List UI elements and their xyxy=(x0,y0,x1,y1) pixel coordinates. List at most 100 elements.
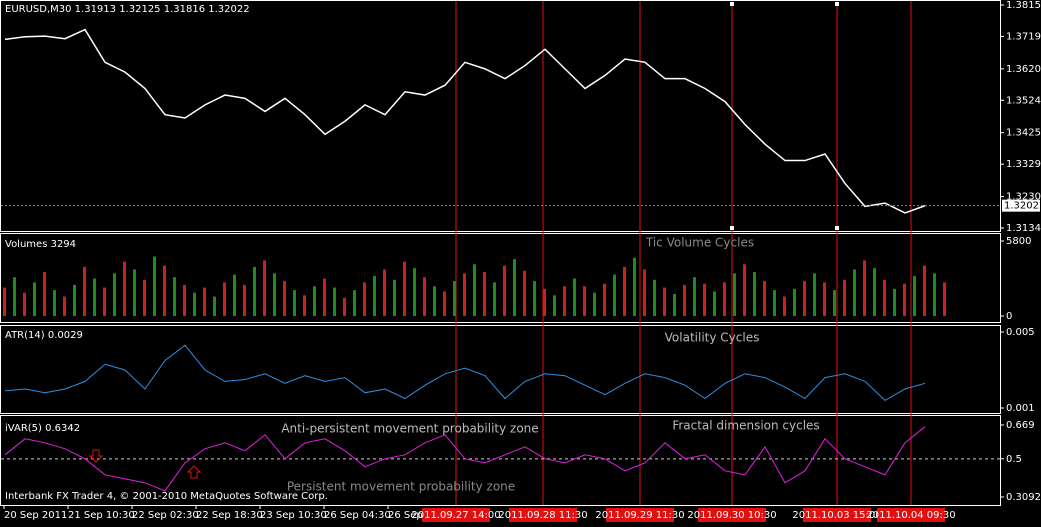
volume-bar xyxy=(473,264,476,316)
y-tick-label: 1.38150 xyxy=(1006,0,1041,11)
volume-bar xyxy=(743,264,746,316)
volume-bar xyxy=(813,273,816,316)
series-line xyxy=(4,344,926,402)
volume-bar xyxy=(123,261,126,316)
arrow-down xyxy=(88,449,104,463)
series-line xyxy=(4,426,926,492)
volume-bar xyxy=(363,282,366,316)
volume-bar xyxy=(103,287,106,316)
volume-bar xyxy=(763,281,766,316)
volume-bar xyxy=(843,279,846,316)
volume-bar xyxy=(333,287,336,316)
marker-label-bg xyxy=(422,508,490,522)
y-tick-label: 5800 xyxy=(1006,236,1031,247)
volume-bar xyxy=(293,290,296,316)
volume-bar xyxy=(553,295,556,316)
volume-bar xyxy=(413,268,416,316)
volume-bar xyxy=(683,284,686,316)
y-tick-label: 0 xyxy=(1006,311,1012,322)
volume-bar xyxy=(923,265,926,316)
volume-bar xyxy=(583,286,586,316)
y-tick-label: 1.32300 xyxy=(1006,192,1041,203)
y-tick-label: 0.669 xyxy=(1006,420,1035,431)
x-tick-label: 20 Sep 2011 xyxy=(4,510,67,521)
y-tick-label: 1.34250 xyxy=(1006,128,1041,139)
volume-bar xyxy=(433,286,436,316)
volume-bar xyxy=(793,288,796,316)
volume-bar xyxy=(193,292,196,316)
volume-bar xyxy=(73,284,76,316)
arrow-up xyxy=(186,465,202,479)
volume-bar xyxy=(873,268,876,316)
pane-borders xyxy=(0,0,1001,506)
x-tick-label: 26 Sep xyxy=(388,510,423,521)
volume-bar xyxy=(893,288,896,316)
volume-bar xyxy=(563,286,566,316)
current-price-label: 1.32022 xyxy=(1004,201,1041,212)
annotation: Tic Volume Cycles xyxy=(645,236,754,250)
volume-bar xyxy=(273,273,276,316)
annotation: Anti-persistent movement probability zon… xyxy=(281,422,538,436)
volume-bar xyxy=(883,279,886,316)
volume-bar xyxy=(693,277,696,316)
volume-bar xyxy=(33,282,36,316)
volume-bar xyxy=(43,272,46,316)
x-tick-label: 21 Sep 10:30 xyxy=(68,510,135,521)
volume-bar xyxy=(153,256,156,316)
volume-bar xyxy=(723,282,726,316)
y-tick-label: 0.5 xyxy=(1006,454,1022,465)
marker-label-bg xyxy=(606,508,674,522)
series-line xyxy=(4,28,926,214)
volume-bar xyxy=(463,273,466,316)
volume-bar xyxy=(703,283,706,316)
volume-bar xyxy=(823,282,826,316)
marker-label-bg xyxy=(803,508,871,522)
volume-bar xyxy=(373,275,376,316)
marker-label-bg xyxy=(698,508,766,522)
marker-handle xyxy=(730,2,734,6)
volume-bar xyxy=(393,279,396,316)
volume-bar xyxy=(263,260,266,316)
volume-bar xyxy=(863,260,866,316)
volume-bar xyxy=(513,259,516,316)
volume-bar xyxy=(183,284,186,316)
volume-bar xyxy=(663,287,666,316)
volume-bar xyxy=(203,287,206,316)
volume-bar xyxy=(3,287,6,316)
volume-bar xyxy=(453,281,456,316)
volume-bar xyxy=(163,265,166,316)
marker-label: 2011.10.03 15:00 xyxy=(792,510,881,521)
volume-bar xyxy=(63,296,66,316)
volume-bar xyxy=(713,291,716,316)
volume-bar xyxy=(913,275,916,316)
pane-title: Volumes 3294 xyxy=(5,239,76,250)
y-tick-label: 0.001 xyxy=(1006,403,1035,414)
marker-label: 2011.09.28 11:30 xyxy=(498,510,587,521)
volume-bar xyxy=(503,265,506,316)
pane-title: iVAR(5) 0.6342 xyxy=(5,423,80,434)
volume-bar xyxy=(623,266,626,316)
y-tick-label: 0.005 xyxy=(1006,327,1035,338)
volume-bar xyxy=(213,296,216,316)
volume-bar xyxy=(483,272,486,316)
x-tick-label: 22 Sep 02:30 xyxy=(132,510,199,521)
annotation: Persistent movement probability zone xyxy=(287,480,515,494)
volume-bar xyxy=(633,257,636,316)
volume-bar xyxy=(533,281,536,316)
marker-label-bg xyxy=(877,508,945,522)
footer: Interbank FX Trader 4, © 2001-2010 MetaQ… xyxy=(5,491,328,502)
annotation: Fractal dimension cycles xyxy=(672,419,819,433)
volume-bar xyxy=(93,278,96,316)
volume-bar xyxy=(313,286,316,316)
x-tick-label: 26 Sep 04:30 xyxy=(324,510,391,521)
marker-label: 2011.10.04 09:30 xyxy=(866,510,955,521)
volume-bar xyxy=(833,290,836,316)
volume-bar xyxy=(543,288,546,316)
pane-title: ATR(14) 0.0029 xyxy=(5,330,83,341)
volume-bar xyxy=(53,290,56,316)
volume-bar xyxy=(283,281,286,316)
marker-label: 2011.09.29 11:30 xyxy=(595,510,684,521)
